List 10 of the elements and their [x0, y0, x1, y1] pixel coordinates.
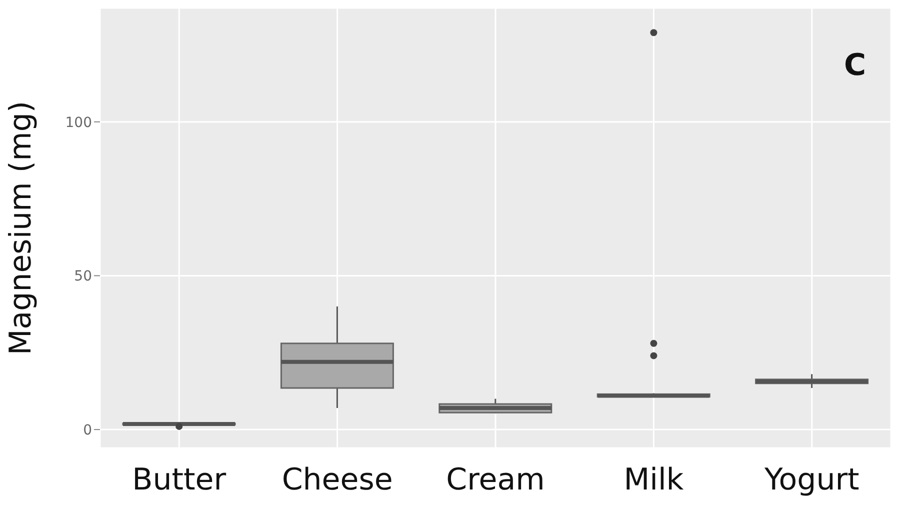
y-tick-label: 100 [65, 114, 92, 131]
x-tick-label: Butter [132, 462, 227, 498]
y-tick-label: 0 [83, 422, 92, 439]
x-tick-label: Cream [446, 462, 545, 498]
x-tick-label: Milk [624, 462, 684, 498]
x-tick-label: Yogurt [763, 462, 860, 498]
y-axis-title: Magnesium (mg) [4, 100, 39, 356]
annotation: C [844, 48, 866, 83]
y-tick-label: 50 [74, 268, 92, 285]
x-tick-label: Cheese [282, 462, 393, 498]
